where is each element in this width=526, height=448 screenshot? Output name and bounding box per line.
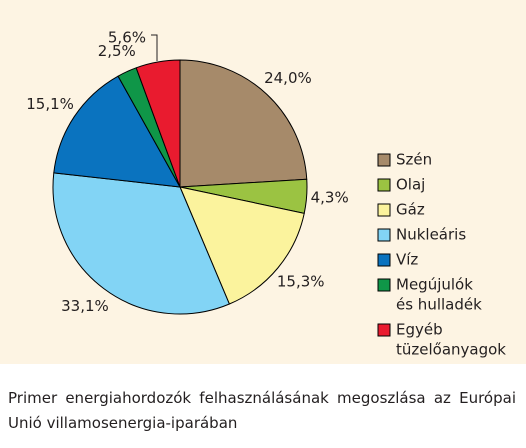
value-label-2: 4,3% — [311, 189, 349, 207]
legend-swatch — [377, 228, 391, 242]
pie-slice-3 — [179, 186, 305, 305]
legend-label: Egyéb — [396, 321, 443, 339]
legend-item-3: Gáz — [377, 201, 425, 219]
legend-item-6: Megújulók és hulladék — [377, 276, 482, 314]
pie-slice-4 — [52, 172, 230, 315]
legend-swatch — [377, 153, 391, 167]
value-label-6: 2,5% — [98, 42, 136, 60]
chart-panel: 24,0% 4,3% 15,3% 33,1% 15,1% 2,5% 5,6% Szén Ola… — [0, 0, 526, 364]
value-label-3: 15,3% — [277, 272, 325, 290]
legend-label: Megújulók — [396, 276, 473, 294]
value-label-7: 5,6% — [108, 29, 146, 47]
legend-item-7: Egyéb tüzelőanyagok — [377, 321, 506, 359]
legend-label: Nukleáris — [396, 226, 466, 244]
legend-label: Víz — [396, 251, 418, 269]
legend: Szén Olaj Gáz Nukleáris Víz Megújulók és hulla… — [377, 151, 506, 359]
legend-swatch — [377, 178, 391, 192]
value-labels: 24,0% 4,3% 15,3% 33,1% 15,1% 2,5%5,6% — [26, 29, 348, 315]
value-label-4: 33,1% — [61, 297, 109, 315]
legend-item-5: Víz — [377, 251, 418, 269]
legend-item-4: Nukleáris — [377, 226, 466, 244]
legend-swatch — [377, 323, 391, 337]
pie-slice-7 — [135, 59, 181, 188]
leader-lines — [151, 34, 158, 61]
value-label-1: 24,0% — [264, 69, 312, 87]
pie-chart: 24,0% 4,3% 15,3% 33,1% 15,1% 2,5%5,6% Szén Ola… — [26, 29, 506, 359]
legend-swatch — [377, 278, 391, 292]
legend-item-1: Szén — [377, 151, 432, 169]
legend-label: Olaj — [396, 176, 425, 194]
pie-slice-1 — [179, 59, 308, 188]
leader-line — [151, 34, 158, 61]
legend-label: Gáz — [396, 201, 425, 219]
figure-caption: Primer energiahordozók felhasználásának … — [8, 389, 516, 432]
legend-label: tüzelőanyagok — [396, 341, 506, 359]
pie-slice-5 — [53, 75, 181, 188]
legend-item-2: Olaj — [377, 176, 425, 194]
legend-swatch — [377, 203, 391, 217]
legend-swatch — [377, 253, 391, 267]
legend-label: Szén — [396, 151, 432, 169]
pie-slices — [52, 59, 308, 315]
value-label-5: 15,1% — [26, 95, 74, 113]
legend-label: és hulladék — [396, 296, 482, 314]
